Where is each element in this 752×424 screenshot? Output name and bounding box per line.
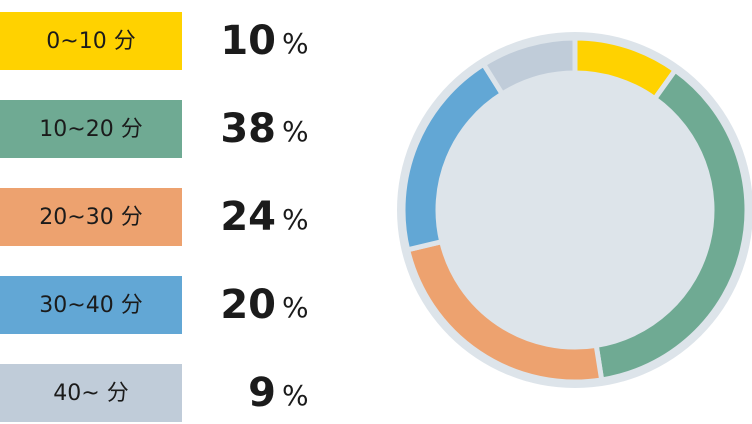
legend-swatch	[0, 276, 182, 334]
value-label: 9	[248, 370, 276, 416]
legend-label: 20~30 分	[39, 205, 142, 230]
legend-swatch	[0, 364, 182, 422]
donut-background	[397, 32, 752, 388]
legend-label: 40~ 分	[53, 381, 128, 406]
donut-segment	[480, 35, 578, 98]
value-unit: %	[282, 27, 309, 60]
value-unit: %	[282, 379, 309, 412]
value-unit: %	[282, 203, 309, 236]
legend-label: 30~40 分	[39, 293, 142, 318]
legend-swatch	[0, 188, 182, 246]
value-label: 10	[220, 18, 276, 64]
legend-swatch	[0, 12, 182, 70]
value-unit: %	[282, 291, 309, 324]
value-label: 24	[220, 194, 276, 240]
legend-swatch	[0, 100, 182, 158]
value-label: 20	[220, 282, 276, 328]
value-unit: %	[282, 115, 309, 148]
legend-label: 10~20 分	[39, 117, 142, 142]
legend-label: 0~10 分	[46, 29, 135, 54]
value-label: 38	[220, 106, 276, 152]
